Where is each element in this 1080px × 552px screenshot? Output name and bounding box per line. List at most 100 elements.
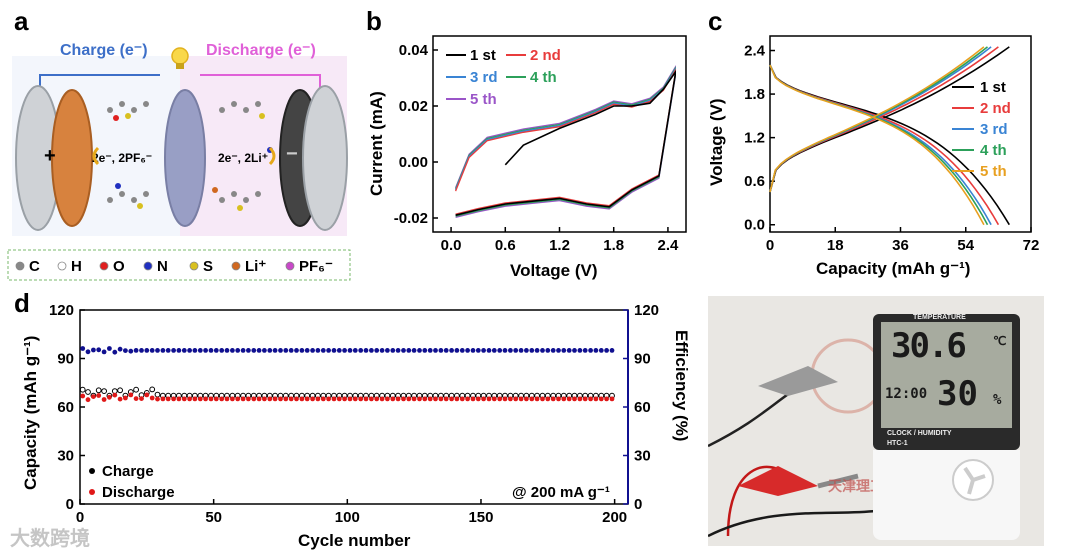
cv-curve-cycle: [454, 68, 676, 215]
cycling-y2-tick-label: 60: [634, 399, 651, 416]
discharge-point: [406, 396, 412, 402]
efficiency-point: [508, 348, 513, 353]
efficiency-point: [390, 348, 396, 353]
discharge-point: [609, 396, 615, 402]
molecule-cluster-right: [212, 101, 273, 211]
efficiency-point: [331, 348, 337, 353]
efficiency-point: [486, 348, 492, 353]
discharge-point: [326, 396, 331, 402]
cycling-y2-tick-label: 30: [634, 448, 651, 465]
efficiency-point: [80, 346, 86, 351]
gcd-legend: 1 st 2 nd 3 rd 4 th 5 th: [952, 79, 1011, 180]
gcd-legend-label: 2 nd: [980, 100, 1011, 117]
lcd-header: TEMPERATURE: [913, 314, 966, 321]
element-legend-dot: [189, 261, 199, 271]
efficiency-point: [604, 348, 609, 353]
cv-curves: [454, 65, 676, 219]
molecule-cluster-left: [107, 101, 149, 209]
efficiency-point: [529, 348, 535, 353]
discharge-point: [181, 396, 187, 402]
charge-point: [101, 388, 107, 395]
gcd-x-tick-label: 18: [827, 237, 844, 254]
panel-d: d 0 50 100 150 200 0 30 60 90 120 0 30 60 90 120 Charg…: [14, 288, 691, 550]
discharge-point: [187, 396, 193, 402]
efficiency-point: [363, 348, 369, 353]
efficiency-point: [534, 348, 540, 353]
charge-point: [95, 387, 102, 394]
discharge-point: [363, 396, 369, 402]
discharge-point: [390, 396, 396, 402]
efficiency-point: [417, 348, 422, 353]
discharge-point: [491, 396, 497, 402]
gcd-charge-curve: [769, 46, 985, 193]
cycling-y-tick-label: 90: [57, 351, 74, 368]
gcd-legend-label: 4 th: [980, 142, 1007, 159]
efficiency-point: [213, 348, 219, 353]
cycling-legend: Charge Discharge: [89, 463, 175, 501]
discharge-arrow: [200, 74, 321, 92]
discharge-point: [459, 396, 465, 402]
cv-x-axis-title: Voltage (V): [510, 261, 598, 280]
panel-label-d: d: [14, 288, 30, 318]
lcd-humidity: 30: [937, 374, 978, 414]
efficiency-point: [165, 348, 171, 353]
efficiency-point: [433, 348, 438, 353]
element-legend-box: [7, 249, 351, 281]
efficiency-point: [411, 348, 417, 353]
efficiency-point: [336, 348, 342, 353]
discharge-point: [331, 396, 337, 402]
discharge-point: [299, 396, 305, 402]
efficiency-point: [230, 348, 235, 353]
discharge-point: [470, 396, 476, 402]
efficiency-point: [369, 348, 374, 353]
discharge-point: [315, 396, 321, 402]
efficiency-point: [144, 348, 150, 353]
gcd-x-tick-label: 54: [957, 237, 974, 254]
efficiency-point: [219, 348, 225, 353]
efficiency-point: [513, 348, 519, 353]
efficiency-point: [117, 346, 123, 352]
efficiency-point: [524, 348, 529, 353]
efficiency-point: [192, 348, 198, 353]
element-legend-label: N: [157, 258, 168, 275]
efficiency-point: [502, 348, 508, 353]
efficiency-point: [342, 348, 347, 353]
efficiency-point: [470, 348, 476, 353]
efficiency-point: [272, 348, 278, 353]
efficiency-point: [577, 348, 583, 353]
watermark: 大数跨境: [10, 526, 90, 550]
cycling-y2-tick-label: 0: [634, 496, 642, 513]
discharge-point: [133, 396, 139, 401]
discharge-point: [342, 396, 347, 402]
efficiency-point: [208, 348, 214, 353]
discharge-point: [203, 396, 209, 402]
discharge-point: [80, 393, 86, 399]
cycling-x-tick-label: 100: [335, 509, 360, 526]
efficiency-point: [491, 348, 497, 353]
discharge-point: [502, 396, 508, 402]
element-legend: C H O N S Li⁺ PF₆⁻: [15, 258, 333, 275]
separator-disc: [164, 89, 206, 227]
discharge-point: [454, 396, 460, 402]
discharge-point: [395, 396, 401, 402]
discharge-point: [310, 396, 315, 402]
efficiency-point: [326, 348, 331, 353]
discharge-point: [171, 396, 177, 402]
cycling-y2-tick-label: 90: [634, 351, 651, 368]
lcd-time: 12:00: [885, 386, 928, 402]
cv-y-tick-label: 0.00: [399, 154, 428, 171]
efficiency-point: [240, 348, 246, 353]
discharge-point: [336, 396, 342, 402]
efficiency-point: [315, 348, 321, 353]
element-legend-dot: [57, 261, 67, 271]
efficiency-point: [256, 348, 262, 353]
discharge-point: [422, 396, 428, 402]
discharge-point: [117, 396, 123, 402]
discharge-point: [128, 392, 134, 398]
cv-x-tick-label: 0.6: [495, 237, 516, 254]
efficiency-point: [299, 348, 305, 353]
efficiency-point: [422, 348, 428, 353]
efficiency-point: [288, 348, 294, 353]
left-reaction-text: 2e⁻, 2PF₆⁻: [92, 151, 152, 165]
element-legend-dot: [99, 261, 109, 271]
